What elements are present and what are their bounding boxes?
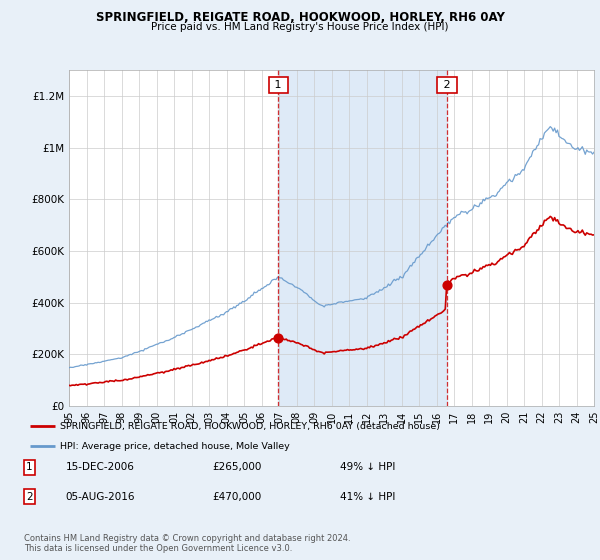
Text: 15-DEC-2006: 15-DEC-2006 [65,463,134,473]
Bar [278,70,447,406]
Text: £265,000: £265,000 [213,463,262,473]
Text: Price paid vs. HM Land Registry's House Price Index (HPI): Price paid vs. HM Land Registry's House … [151,22,449,32]
Text: SPRINGFIELD, REIGATE ROAD, HOOKWOOD, HORLEY, RH6 0AY: SPRINGFIELD, REIGATE ROAD, HOOKWOOD, HOR… [95,11,505,24]
Text: 2: 2 [26,492,33,502]
Text: SPRINGFIELD, REIGATE ROAD, HOOKWOOD, HORLEY, RH6 0AY (detached house): SPRINGFIELD, REIGATE ROAD, HOOKWOOD, HOR… [60,422,440,431]
Text: £470,000: £470,000 [213,492,262,502]
Text: 1: 1 [26,463,33,473]
Text: Contains HM Land Registry data © Crown copyright and database right 2024.
This d: Contains HM Land Registry data © Crown c… [24,534,350,553]
Text: 05-AUG-2016: 05-AUG-2016 [65,492,135,502]
Text: 2: 2 [440,80,454,90]
Point [274,333,283,342]
Text: 1: 1 [271,80,286,90]
Text: 49% ↓ HPI: 49% ↓ HPI [340,463,396,473]
Text: HPI: Average price, detached house, Mole Valley: HPI: Average price, detached house, Mole… [60,442,290,451]
Point [442,280,452,289]
Text: 41% ↓ HPI: 41% ↓ HPI [340,492,396,502]
